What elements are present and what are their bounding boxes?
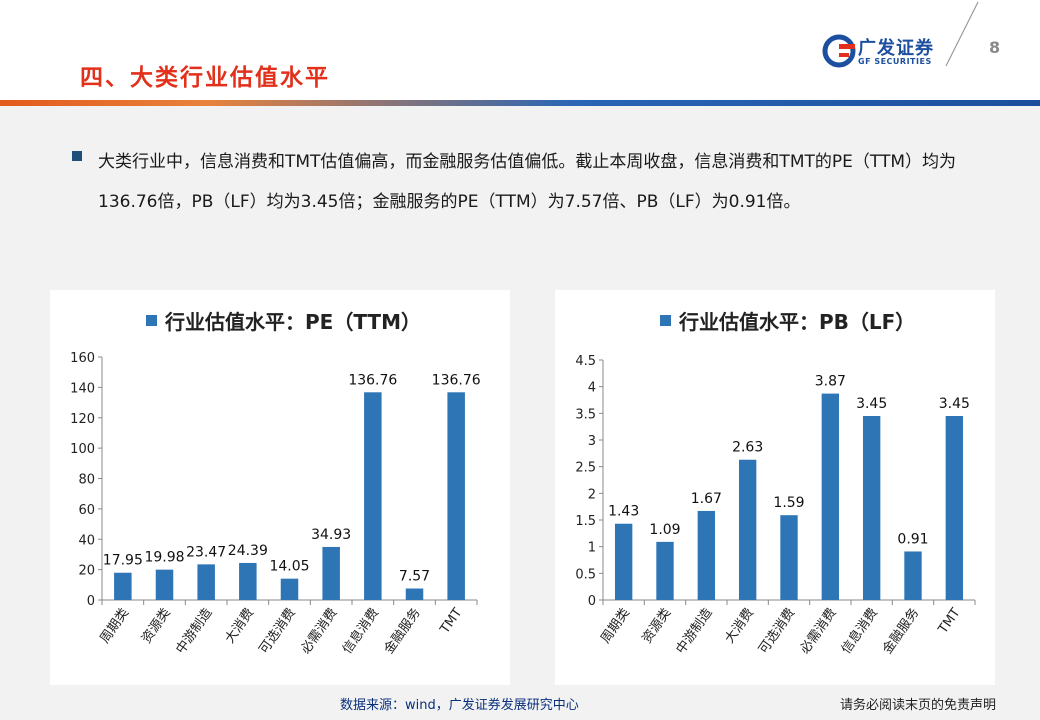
y-tick-label: 80 xyxy=(78,473,95,488)
bar xyxy=(447,392,465,600)
category-label: 可选消费 xyxy=(756,606,798,657)
y-tick-label: 120 xyxy=(70,412,95,427)
pe-chart-panel xyxy=(50,290,510,685)
pb-chart-legend: 行业估值水平：PB（LF） xyxy=(660,306,915,335)
data-label: 2.63 xyxy=(732,440,763,456)
y-tick-label: 1.5 xyxy=(575,514,596,529)
logo-subtext: GF SECURITIES xyxy=(858,57,932,66)
page-number: 8 xyxy=(989,38,1001,57)
legend-swatch xyxy=(660,315,671,326)
bar xyxy=(197,564,215,600)
category-label: TMT xyxy=(935,606,963,638)
data-label: 1.67 xyxy=(691,491,722,507)
pe-chart: 0 20 40 60 80 100 120 140 160 17.95 周期类 19.98 资源类 23.… xyxy=(70,351,481,657)
data-label: 23.47 xyxy=(186,544,226,560)
data-label: 14.05 xyxy=(269,559,309,575)
header: 四、大类行业估值水平 广发证券 GF SECURITIES 8 xyxy=(0,0,1040,110)
y-tick-label: 2.5 xyxy=(575,461,596,476)
legend-swatch xyxy=(146,315,157,326)
category-label: 中游制造 xyxy=(173,606,215,657)
y-tick-label: 0 xyxy=(588,594,596,609)
pb-chart-title: 行业估值水平：PB（LF） xyxy=(679,310,916,334)
divider-slash xyxy=(945,1,979,67)
data-label: 34.93 xyxy=(311,527,351,543)
bar xyxy=(738,459,757,600)
category-label: 信息消费 xyxy=(339,605,382,657)
logo-text: 广发证券 xyxy=(858,38,934,59)
category-label: 中游制造 xyxy=(673,606,715,657)
category-label: 资源类 xyxy=(139,606,174,647)
y-tick-label: 3.5 xyxy=(575,407,596,422)
y-tick-label: 140 xyxy=(70,381,95,396)
bar xyxy=(821,393,840,600)
y-tick-label: 40 xyxy=(78,533,95,548)
data-label: 136.76 xyxy=(348,372,397,388)
bar xyxy=(155,569,174,600)
disclaimer: 请务必阅读末页的免责声明 xyxy=(840,698,997,713)
data-label: 3.45 xyxy=(939,396,970,412)
summary-paragraph: 大类行业中，信息消费和TMT估值偏高，而金融服务估值偏低。截止本周收盘，信息消费… xyxy=(98,152,956,212)
gf-logo-icon xyxy=(822,34,856,68)
category-label: 信息消费 xyxy=(838,605,881,657)
pe-chart-title: 行业估值水平：PE（TTM） xyxy=(165,310,421,334)
bar xyxy=(114,572,132,600)
y-tick-label: 2 xyxy=(588,487,596,502)
data-label: 1.43 xyxy=(608,504,639,520)
bar xyxy=(780,515,798,600)
category-label: 大消费 xyxy=(722,606,757,647)
page-title: 四、大类行业估值水平 xyxy=(80,65,330,91)
bullet-icon xyxy=(72,151,82,161)
bar xyxy=(904,551,922,600)
pe-chart-legend: 行业估值水平：PE（TTM） xyxy=(146,306,421,335)
y-tick-label: 1 xyxy=(588,541,596,556)
pb-chart: 0 0.5 1 1.5 2 2.5 3 3.5 4 4.5 1.43 周期类 1.09 资源类 1.67 中游… xyxy=(575,354,976,657)
data-label: 24.39 xyxy=(228,543,268,559)
category-label: 资源类 xyxy=(640,606,675,647)
bar xyxy=(364,392,382,600)
bar xyxy=(405,588,424,600)
y-tick-label: 4.5 xyxy=(575,354,596,369)
category-label: 大消费 xyxy=(222,606,257,647)
y-tick-label: 60 xyxy=(78,503,95,518)
data-source: 数据来源：wind，广发证券发展研究中心 xyxy=(340,698,579,713)
bar xyxy=(239,562,257,600)
category-label: 金融服务 xyxy=(879,605,922,657)
header-rule xyxy=(0,100,1040,106)
bar xyxy=(656,541,674,600)
bar xyxy=(614,523,633,600)
data-label: 3.87 xyxy=(815,374,846,390)
y-tick-label: 0.5 xyxy=(575,567,596,582)
category-label: TMT xyxy=(437,606,465,638)
category-label: 可选消费 xyxy=(257,606,299,657)
category-label: 周期类 xyxy=(598,606,633,647)
data-label: 3.45 xyxy=(856,396,887,412)
y-tick-label: 0 xyxy=(87,594,95,609)
bar xyxy=(697,510,716,600)
category-label: 必需消费 xyxy=(797,606,839,657)
bar xyxy=(945,416,964,600)
data-label: 19.98 xyxy=(144,550,184,566)
category-label: 金融服务 xyxy=(381,605,424,657)
data-label: 17.95 xyxy=(103,553,143,569)
bar xyxy=(280,578,299,600)
category-label: 周期类 xyxy=(97,606,132,647)
y-tick-label: 3 xyxy=(588,434,596,449)
data-label: 136.76 xyxy=(432,372,481,388)
data-label: 1.59 xyxy=(773,495,804,511)
pb-chart-panel xyxy=(555,290,995,685)
data-label: 1.09 xyxy=(649,522,680,538)
category-label: 必需消费 xyxy=(298,606,340,657)
bar xyxy=(322,546,340,600)
y-tick-label: 4 xyxy=(588,381,596,396)
y-tick-label: 20 xyxy=(78,564,95,579)
data-label: 7.57 xyxy=(399,569,430,585)
y-tick-label: 160 xyxy=(70,351,95,366)
data-label: 0.91 xyxy=(897,531,928,547)
bar xyxy=(862,416,881,600)
y-tick-label: 100 xyxy=(70,442,95,457)
